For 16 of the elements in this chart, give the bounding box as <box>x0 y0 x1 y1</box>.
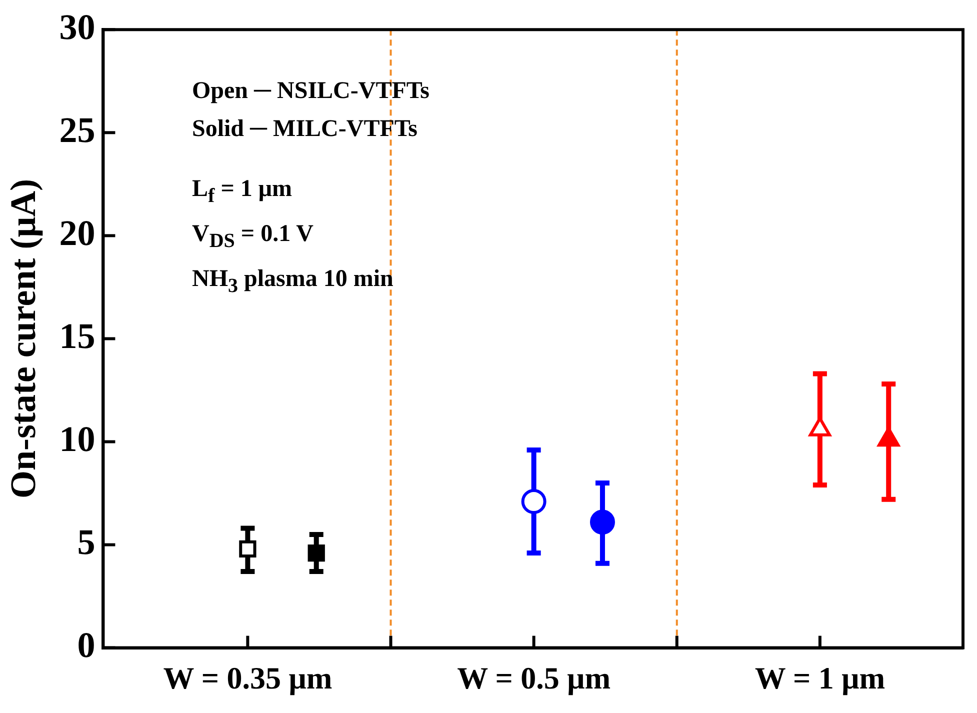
y-tick-label: 25 <box>59 110 96 150</box>
y-tick-label: 30 <box>59 6 96 47</box>
y-axis-title: On-state curent (μA) <box>2 178 43 499</box>
annotation: Solid ─ MILC-VTFTs <box>192 115 419 144</box>
y-tick-label: 20 <box>59 212 96 253</box>
annotation: NH$_{3}$ plasma 10 min <box>192 264 394 298</box>
y-tick-label: 15 <box>59 316 96 356</box>
annotation: Open ─ NSILC-VTFTs <box>192 77 430 106</box>
x-tick-label: W = 0.35 μm <box>163 660 332 696</box>
x-tick-label: W = 0.5 μm <box>457 660 611 696</box>
y-tick-label: 5 <box>77 522 96 562</box>
annotation: L$_{f}$ = 1 μm <box>192 175 293 209</box>
x-tick-label: W = 1 μm <box>754 660 886 696</box>
annotation: V$_{DS}$ = 0.1 V <box>192 220 314 254</box>
y-tick-label: 10 <box>59 419 96 460</box>
y-tick-label: 0 <box>77 625 96 666</box>
